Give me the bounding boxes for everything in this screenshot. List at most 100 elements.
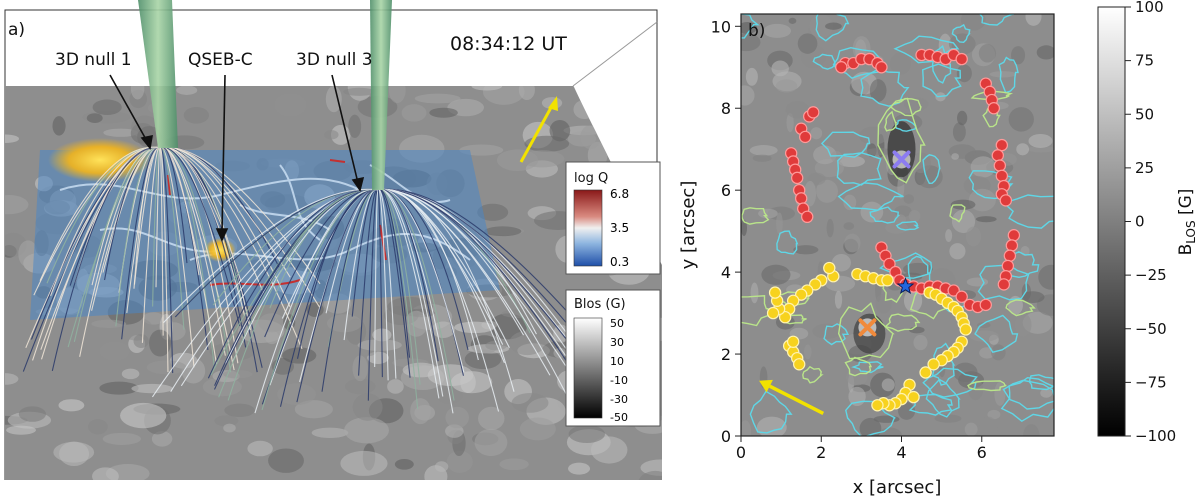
colorbar-label: BLOS [G] [1176,189,1198,256]
panel-a-3d-render: a) 08:34:12 UT 3D null 1 QSEB-C 3D null … [4,0,662,480]
logq-colorbar: log Q 6.8 3.5 0.3 [565,161,661,275]
red-point [794,192,808,205]
x-tick-label: 4 [896,443,906,462]
y-tick-label: 0 [721,427,731,446]
yellow-point [786,335,800,348]
panel-b-label: b) [748,21,765,41]
red-point [790,171,804,185]
colorbar-tick-label: −25 [1135,266,1167,284]
x-marker [858,318,877,337]
red-point [995,169,1009,183]
yellow-point [919,366,932,379]
yellow-point [794,288,808,301]
blos-colorbar [1097,6,1126,437]
colorbar-label-b: B [1176,244,1196,256]
blos-tick: 50 [610,317,624,330]
yellow-point [766,306,780,320]
label-qseb: QSEB-C [188,50,253,70]
yellow-point [792,358,806,371]
yellow-point [881,274,894,287]
x-marker [892,150,911,169]
colorbar-tick-label: 50 [1135,105,1154,123]
red-point [807,106,820,119]
star-marker [896,277,915,295]
yellow-point [907,390,920,404]
colorbar-tick-label: −100 [1135,427,1176,445]
direction-arrow [519,96,558,163]
magnetic-field-lines [22,146,587,414]
red-point [947,284,960,297]
panel-b-magnetogram: b) 0 2 4 6 0 2 4 6 8 10 x [arcsec] y [arcsec] 10… [678,0,1198,498]
x-tick-label: 6 [977,443,987,462]
yellow-point [823,261,836,275]
logq-tick: 6.8 [610,187,629,201]
spine-null-1 [138,0,178,148]
label-null-1: 3D null 1 [55,50,132,70]
blos-colorbar: Blos (G) 50 30 10 -10 -30 -50 [565,289,661,427]
colorbar-tick-label: 100 [1135,0,1164,16]
colorbar-tick-label: 25 [1135,159,1154,177]
colorbar-tick-label: −75 [1135,373,1167,391]
annotation-arrows [109,74,365,242]
scatter-points [766,48,1021,412]
x-axis-label: x [arcsec] [853,477,942,498]
yellow-point [809,278,822,291]
red-point [875,61,888,74]
panel-a-label: a) [8,20,25,40]
red-point [883,257,896,271]
yellow-point [768,286,782,299]
blos-colorbar-title: Blos (G) [574,297,626,312]
y-tick-label: 4 [721,263,731,282]
red-point [979,298,992,312]
brightening-blob [48,138,152,182]
blos-tick: 10 [610,355,624,368]
timestamp: 08:34:12 UT [450,33,567,55]
y-axis-label: y [arcsec] [678,181,699,270]
blos-tick: -10 [610,374,628,387]
direction-arrow [759,379,825,416]
colorbar-label-unit: [G] [1176,189,1196,221]
logq-tick: 3.5 [610,221,629,235]
colorbar-label-sub: LOS [1184,220,1198,243]
colorbar-tick-label: 75 [1135,52,1154,70]
blos-tick: -50 [610,411,628,424]
yellow-point [871,399,884,412]
red-point [991,149,1005,162]
spine-null-3 [370,0,392,190]
red-point [987,102,1001,115]
x-tick-label: 0 [736,443,746,462]
label-null-3: 3D null 3 [296,50,373,70]
y-axis: 0 2 4 6 8 10 [711,17,741,446]
red-point [1003,249,1017,262]
colorbar-tick-label: 0 [1135,213,1145,231]
colorbar-ticks: 100 75 50 25 0 −25 −50 −75 −100 [1125,0,1176,445]
red-point [997,278,1011,291]
red-point [995,138,1009,152]
logq-tick: 0.3 [610,255,629,269]
red-point [1001,259,1015,273]
logq-colorbar-title: log Q [574,171,608,186]
yellow-point [778,310,792,324]
red-point [999,194,1013,207]
x-tick-label: 2 [816,443,826,462]
yellow-point [959,323,972,336]
blos-tick: -30 [610,393,628,406]
red-point [799,130,812,144]
yellow-point [927,358,940,371]
y-tick-label: 2 [721,345,731,364]
red-point [1007,229,1021,242]
blos-tick: 30 [610,336,624,349]
x-axis: 0 2 4 6 [736,436,987,462]
red-point [955,290,968,303]
y-tick-label: 8 [721,99,731,118]
special-markers [858,150,915,337]
red-point [955,52,968,66]
red-point [835,61,848,74]
red-point [801,210,814,224]
y-tick-label: 10 [711,17,731,36]
plot-frame [740,13,1055,437]
red-point [1005,239,1019,252]
red-point [993,159,1007,172]
y-tick-label: 6 [721,181,731,200]
colorbar-tick-label: −50 [1135,320,1167,338]
